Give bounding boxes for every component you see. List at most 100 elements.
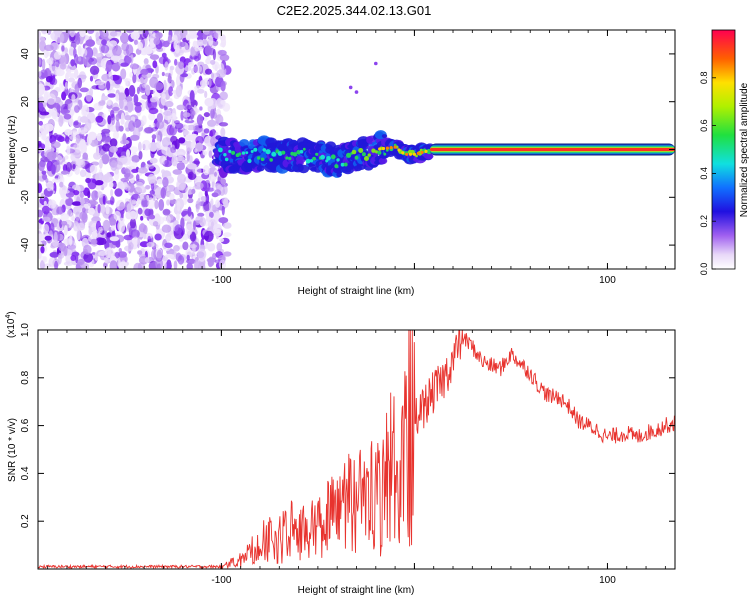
noise-blob bbox=[212, 39, 219, 47]
noise-blob bbox=[182, 112, 191, 118]
noise-blob bbox=[89, 65, 100, 76]
noise-blob bbox=[57, 252, 62, 265]
noise-blob bbox=[95, 237, 105, 246]
noise-blob bbox=[124, 105, 128, 111]
noise-blob bbox=[137, 250, 143, 255]
noise-blob bbox=[111, 61, 121, 72]
noise-blob bbox=[65, 72, 69, 82]
noise-blob bbox=[85, 90, 93, 102]
noise-blob bbox=[95, 185, 102, 191]
noise-blob bbox=[85, 171, 91, 179]
noise-blob bbox=[48, 199, 57, 209]
noise-blob bbox=[186, 150, 190, 162]
track-blob bbox=[239, 139, 250, 147]
noise-blob bbox=[217, 49, 227, 56]
y-tick-label: 0.6 bbox=[20, 418, 31, 432]
noise-blob bbox=[172, 113, 176, 118]
track-peak bbox=[292, 152, 298, 157]
noise-blob bbox=[156, 134, 161, 142]
noise-blob bbox=[173, 245, 180, 252]
noise-blob bbox=[174, 151, 185, 156]
noise-blob bbox=[182, 129, 189, 136]
noise-blob bbox=[105, 204, 110, 215]
track-peak bbox=[302, 147, 306, 151]
noise-blob bbox=[184, 125, 189, 130]
noise-blob bbox=[184, 65, 192, 72]
noise-blob bbox=[161, 224, 172, 233]
colorbar-tick-label: 0.0 bbox=[699, 263, 709, 276]
noise-blob bbox=[119, 98, 124, 110]
noise-blob bbox=[64, 155, 69, 160]
noise-blob bbox=[138, 150, 143, 160]
noise-blob bbox=[208, 200, 213, 213]
noise-blob bbox=[178, 137, 186, 144]
colorbar-tick-label: 0.6 bbox=[699, 119, 709, 132]
noise-blob bbox=[74, 83, 80, 94]
noise-blob bbox=[220, 178, 226, 185]
noise-blob bbox=[152, 122, 156, 128]
noise-blob bbox=[175, 155, 185, 162]
noise-blob bbox=[197, 248, 207, 260]
noise-blob bbox=[178, 30, 188, 39]
noise-blob bbox=[215, 114, 224, 125]
noise-blob bbox=[38, 202, 42, 208]
noise-blob bbox=[44, 44, 54, 51]
noise-blob bbox=[59, 63, 67, 70]
noise-blob bbox=[89, 164, 98, 175]
noise-blob bbox=[50, 31, 59, 41]
noise-blob bbox=[129, 63, 140, 70]
noise-blob bbox=[75, 35, 81, 45]
noise-blob bbox=[164, 100, 174, 108]
noise-blob bbox=[219, 238, 225, 243]
noise-blob bbox=[48, 66, 59, 72]
noise-blob bbox=[149, 157, 158, 164]
noise-blob bbox=[223, 232, 232, 238]
noise-blob bbox=[120, 62, 129, 67]
noise-blob bbox=[132, 73, 137, 84]
noise-blob bbox=[125, 56, 132, 64]
noise-blob bbox=[196, 30, 204, 42]
track-peak bbox=[257, 156, 261, 160]
noise-blob bbox=[101, 175, 109, 181]
track-peak bbox=[250, 150, 254, 153]
noise-blob bbox=[108, 181, 114, 188]
noise-blob bbox=[82, 207, 86, 213]
noise-blob bbox=[175, 252, 182, 262]
noise-blob bbox=[131, 155, 140, 163]
y-tick-label: 40 bbox=[20, 48, 31, 60]
noise-blob bbox=[164, 61, 169, 71]
noise-blob bbox=[163, 79, 167, 91]
noise-blob bbox=[164, 253, 175, 259]
noise-blob bbox=[131, 168, 139, 173]
noise-blob bbox=[59, 181, 64, 188]
noise-blob bbox=[126, 101, 134, 113]
noise-blob bbox=[204, 90, 208, 99]
noise-blob bbox=[119, 221, 126, 233]
noise-blob bbox=[164, 159, 169, 167]
noise-blob bbox=[50, 141, 61, 149]
noise-blob bbox=[162, 40, 170, 48]
noise-blob bbox=[150, 182, 155, 191]
noise-blob bbox=[38, 102, 44, 112]
noise-blob bbox=[154, 82, 164, 91]
noise-blob bbox=[98, 100, 106, 106]
noise-blob bbox=[113, 210, 121, 221]
noise-blob bbox=[197, 212, 205, 217]
track-peak bbox=[260, 157, 265, 162]
track-peak bbox=[224, 157, 229, 162]
noise-blob bbox=[213, 223, 222, 234]
noise-blob bbox=[173, 40, 178, 50]
spectrogram-panel: -100 100 -40 -20 0 20 40 Height of straight l… bbox=[7, 29, 750, 297]
x-tick-label: -100 bbox=[211, 275, 231, 286]
noise-blob bbox=[109, 40, 118, 47]
y-tick-label: 0.8 bbox=[20, 370, 31, 384]
noise-blob bbox=[101, 154, 110, 165]
noise-blob bbox=[158, 199, 165, 211]
noise-blob bbox=[143, 233, 147, 240]
noise-blob bbox=[137, 193, 148, 201]
noise-blob bbox=[203, 230, 214, 242]
noise-blob bbox=[164, 72, 172, 77]
noise-blob bbox=[164, 242, 173, 249]
noise-blob bbox=[109, 72, 113, 85]
